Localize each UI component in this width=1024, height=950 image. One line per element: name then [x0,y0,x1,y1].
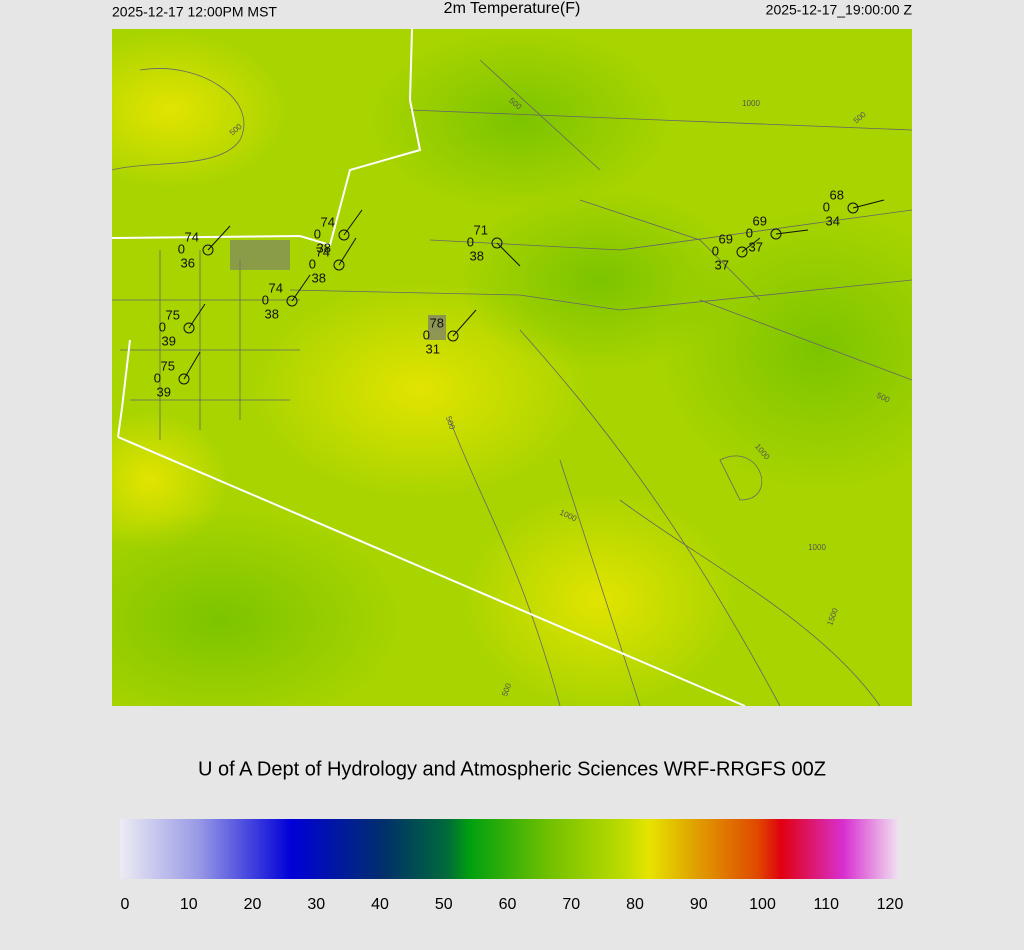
colorbar-tick-label: 40 [371,896,389,913]
temperature: 74 [321,214,335,229]
wind-barb [452,309,477,337]
temperature: 75 [166,307,180,322]
temperature: 75 [161,358,175,373]
wind-speed: 0 [178,241,185,256]
contour-label: 1000 [808,543,826,552]
wind-speed: 0 [823,199,830,214]
contour-label: 500 [500,682,513,698]
colorbar-tick-label: 90 [690,896,708,913]
colorbar-tick-label: 70 [562,896,580,913]
wind-speed: 0 [314,226,321,241]
dewpoint: 38 [265,306,279,321]
station-circle [333,259,345,271]
station-circle [770,228,782,240]
colorbar-tick-label: 10 [180,896,198,913]
station-circle [447,330,459,342]
temperature: 71 [474,222,488,237]
wind-speed: 0 [309,256,316,271]
wind-barb [741,237,761,253]
colorbar-tick-label: 80 [626,896,644,913]
temperature: 69 [719,231,733,246]
contour-label: 500 [444,415,457,431]
colorbar [120,819,898,879]
wind-speed: 0 [712,243,719,258]
station-plots: 7403674038740387403875039750397803171038… [154,187,885,399]
dewpoint: 34 [826,213,840,228]
colorbar-tick-label: 60 [499,896,517,913]
wind-speed: 0 [467,234,474,249]
temperature: 74 [269,280,283,295]
station-circle [338,229,350,241]
temperature: 74 [185,229,199,244]
wind-speed: 0 [746,225,753,240]
dewpoint: 31 [426,341,440,356]
colorbar-tick-label: 110 [813,896,839,913]
dewpoint: 37 [715,257,729,272]
station-circle [736,246,748,258]
valid-local: 2025-12-17 12:00PM MST [112,4,277,20]
dewpoint: 39 [157,384,171,399]
dewpoint: 38 [312,270,326,285]
colorbar-tick-label: 120 [877,896,904,913]
valid-utc: 2025-12-17_19:00:00 Z [766,2,913,18]
station-circle [847,202,859,214]
temperature: 69 [753,213,767,228]
colorbar-tick-label: 30 [307,896,325,913]
temperature: 68 [830,187,844,202]
colorbar-ticks: 0 10 20 30 40 50 60 70 80 90 100 110 120 [121,896,904,913]
dewpoint: 38 [470,248,484,263]
wind-speed: 0 [262,292,269,307]
colorbar-tick-label: 0 [121,896,130,913]
station-circle [183,322,195,334]
station-circle [178,373,190,385]
station-circle [202,244,214,256]
colorbar-tick-label: 100 [749,896,776,913]
dewpoint: 37 [749,239,763,254]
wind-speed: 0 [423,327,430,342]
wind-speed: 0 [159,319,166,334]
station-circle [286,295,298,307]
colorbar-tick-label: 50 [435,896,453,913]
wind-speed: 0 [154,370,161,385]
dewpoint: 39 [162,333,176,348]
contour-label: 1000 [742,99,760,108]
credit: U of A Dept of Hydrology and Atmospheric… [198,758,826,780]
dewpoint: 38 [317,240,331,255]
dewpoint: 36 [181,255,195,270]
map [112,29,912,706]
title: 2m Temperature(F) [444,0,581,17]
station-circle [491,237,503,249]
temperature: 78 [430,315,444,330]
colorbar-tick-label: 20 [244,896,262,913]
temperature: 74 [316,244,330,259]
